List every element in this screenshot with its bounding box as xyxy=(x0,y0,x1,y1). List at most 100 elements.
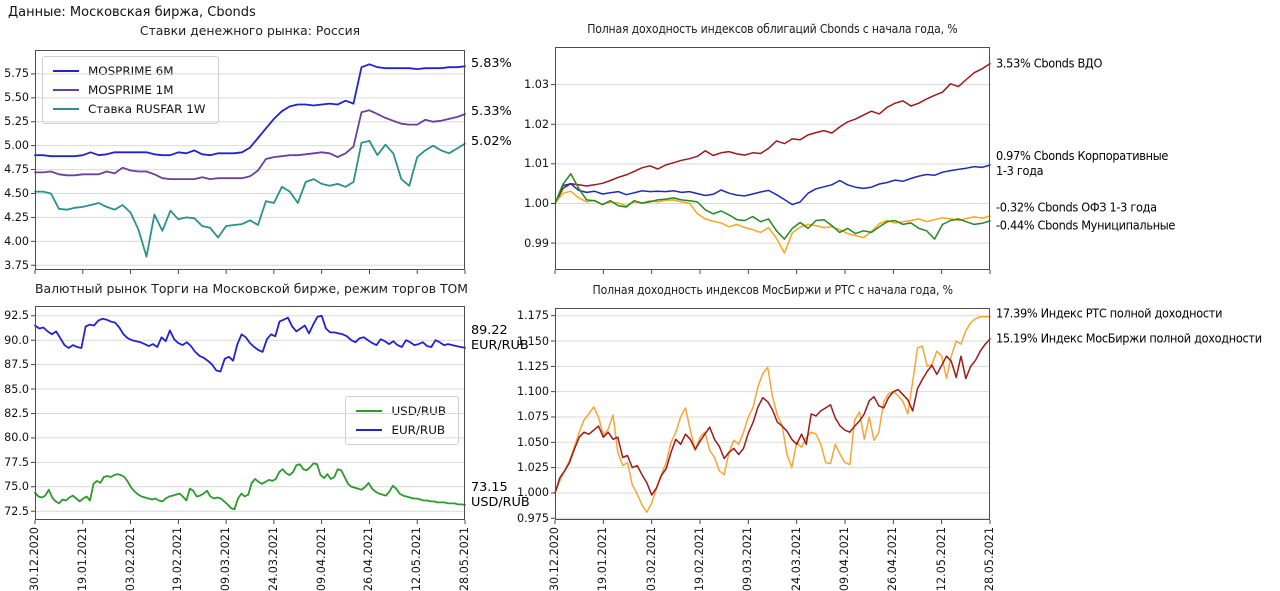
y-tick-label: 1.00 xyxy=(524,196,549,210)
series-end-label: -0.32% Cbonds ОФЗ 1-3 года xyxy=(996,199,1157,215)
series-end-label: -0.44% Cbonds Муниципальные xyxy=(996,217,1176,233)
y-tick-label: 1.075 xyxy=(516,410,549,424)
y-tick-label: 1.125 xyxy=(516,359,549,373)
x-tick-label: 09.04.2021 xyxy=(838,527,851,591)
x-tick-label: 24.03.2021 xyxy=(266,527,280,591)
series-end-label: 17.39% Индекс РТС полной доходности xyxy=(996,305,1223,321)
chart-title-cbonds-indices: Полная доходность индексов облигаций Cbo… xyxy=(587,21,958,36)
series-end-label: 73.15 USD/RUB xyxy=(471,479,530,510)
y-tick-label: 1.175 xyxy=(516,309,549,323)
y-tick-label: 5.75 xyxy=(4,67,29,81)
legend-line-sample xyxy=(356,429,383,431)
plot-area-moex-rts: 0.975 1.000 1.025 1.050 1.075 1.100 1.125 1.150… xyxy=(517,305,1262,591)
y-tick-label: 72.5 xyxy=(4,504,29,518)
legend-money-market: MOSPRIME 6M MOSPRIME 1M Ставка RUSFAR 1W xyxy=(42,56,219,124)
plot-area-money-market: MOSPRIME 6M MOSPRIME 1M Ставка RUSFAR 1W 3… xyxy=(4,50,512,274)
x-tick-label: 24.03.2021 xyxy=(789,527,803,591)
x-tick-label: 26.04.2021 xyxy=(886,527,900,591)
y-tick-label: 5.50 xyxy=(4,91,29,105)
y-tick-label: 1.03 xyxy=(524,78,549,92)
x-tick-label: 30.12.2020 xyxy=(28,527,41,591)
y-tick-label: 0.975 xyxy=(516,511,549,525)
series-line xyxy=(554,172,991,240)
legend-line-sample xyxy=(53,70,79,72)
y-tick-label: 3.75 xyxy=(4,258,29,272)
plot-area-cbonds-indices: 0.99 1.00 1.01 1.02 1.03 3.53% Cbonds ВДО 0.97… xyxy=(524,47,1175,274)
chart-title-moex-rts: Полная доходность индексов МосБиржи и РТ… xyxy=(592,282,953,297)
series-line xyxy=(34,462,466,511)
y-tick-label: 5.25 xyxy=(4,115,29,129)
series-line xyxy=(554,315,991,513)
y-tick-label: 1.02 xyxy=(524,117,549,131)
x-tick-label: 09.03.2021 xyxy=(219,527,233,591)
legend-line-sample xyxy=(53,108,79,110)
y-tick-label: 4.00 xyxy=(4,234,29,248)
series-end-label: 5.33% xyxy=(471,103,512,119)
series-line xyxy=(554,338,991,496)
series-end-label: 5.02% xyxy=(471,133,512,149)
y-tick-label: 4.75 xyxy=(4,163,29,177)
y-tick-label: 75.0 xyxy=(4,480,29,494)
legend-item: EUR/RUB xyxy=(356,423,446,437)
plot-canvas xyxy=(31,50,466,274)
x-tick-label: 03.02.2021 xyxy=(123,527,137,591)
y-tick-label: 82.5 xyxy=(4,406,29,420)
plot-canvas xyxy=(551,47,991,274)
y-tick-label: 4.25 xyxy=(4,210,29,224)
series-line xyxy=(554,62,991,205)
legend-item-label: USD/RUB xyxy=(391,404,446,418)
x-tick-label: 30.12.2020 xyxy=(548,527,561,591)
y-tick-label: 0.99 xyxy=(524,236,549,250)
legend-item: Ставка RUSFAR 1W xyxy=(53,102,206,116)
series-end-label: 89.22 EUR/RUB xyxy=(471,322,529,353)
x-tick-label: 12.05.2021 xyxy=(410,527,424,591)
plot-area-fx-market: USD/RUB EUR/RUB 72.5 75.0 77.5 80.0 82.5 85.0 8… xyxy=(4,306,530,591)
legend-fx-market: USD/RUB EUR/RUB xyxy=(345,396,459,445)
y-tick-label: 85.0 xyxy=(4,382,29,396)
data-source-note: Данные: Московская биржа, Cbonds xyxy=(8,5,256,20)
x-tick-label: 19.01.2021 xyxy=(596,527,610,591)
x-tick-label: 09.04.2021 xyxy=(314,527,328,591)
legend-item: MOSPRIME 6M xyxy=(53,64,206,78)
chart-title-money-market: Ставки денежного рынка: Россия xyxy=(139,23,361,38)
x-tick-label: 26.04.2021 xyxy=(362,527,376,591)
y-tick-label: 1.025 xyxy=(516,461,549,475)
legend-item-label: MOSPRIME 6M xyxy=(88,64,174,78)
series-line xyxy=(34,314,466,373)
series-end-label: 5.83% xyxy=(471,56,512,72)
plot-canvas xyxy=(31,306,466,524)
y-tick-label: 1.050 xyxy=(516,435,549,449)
series-line xyxy=(554,164,991,206)
x-tick-label: 09.03.2021 xyxy=(741,527,755,591)
legend-item-label: EUR/RUB xyxy=(391,423,446,437)
y-tick-label: 1.000 xyxy=(516,486,549,500)
x-tick-label: 28.05.2021 xyxy=(458,527,471,591)
y-tick-label: 77.5 xyxy=(4,455,29,469)
series-line xyxy=(34,63,466,158)
legend-item: USD/RUB xyxy=(356,404,446,418)
series-line xyxy=(34,109,466,181)
x-tick-label: 12.05.2021 xyxy=(934,527,948,591)
series-end-label: 0.97% Cbonds Корпоративные 1-3 года xyxy=(996,147,1168,178)
y-tick-label: 92.5 xyxy=(4,309,29,323)
y-tick-label: 1.01 xyxy=(524,157,549,171)
y-tick-label: 90.0 xyxy=(4,333,29,347)
legend-line-sample xyxy=(356,410,383,412)
series-end-label: 3.53% Cbonds ВДО xyxy=(996,55,1103,71)
series-line xyxy=(34,140,466,258)
y-tick-label: 5.00 xyxy=(4,139,29,153)
y-tick-label: 87.5 xyxy=(4,358,29,372)
series-end-label: 15.19% Индекс МосБиржи полной доходности xyxy=(996,330,1262,346)
legend-item-label: Ставка RUSFAR 1W xyxy=(88,102,206,116)
x-tick-label: 28.05.2021 xyxy=(983,527,996,591)
legend-item-label: MOSPRIME 1M xyxy=(88,83,174,97)
x-tick-label: 19.01.2021 xyxy=(75,527,89,591)
legend-line-sample xyxy=(53,89,79,91)
y-tick-label: 1.150 xyxy=(516,334,549,348)
chart-title-fx-market: Валютный рынок Торги на Московской бирже… xyxy=(35,281,468,296)
x-tick-label: 19.02.2021 xyxy=(171,527,185,591)
series-line xyxy=(554,190,991,254)
